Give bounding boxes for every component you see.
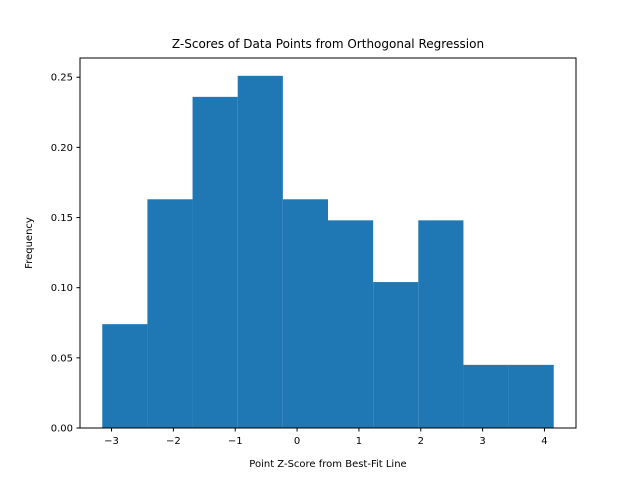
histogram-bar-9 xyxy=(463,364,509,428)
x-tick-label: 1 xyxy=(356,436,362,447)
y-tick-label: 0.25 xyxy=(51,73,73,84)
y-tick-label: 0.15 xyxy=(51,213,73,224)
histogram-bar-3 xyxy=(192,96,238,428)
x-tick-label: −2 xyxy=(166,436,181,447)
y-tick-label: 0.20 xyxy=(51,143,73,154)
y-tick-label: 0.05 xyxy=(51,353,73,364)
x-tick-label: −3 xyxy=(104,436,119,447)
x-axis-label: Point Z-Score from Best-Fit Line xyxy=(249,459,406,470)
histogram-bar-1 xyxy=(102,324,148,428)
plot-frame xyxy=(79,57,577,429)
histogram-bar-6 xyxy=(328,220,374,428)
y-tick-label: 0.10 xyxy=(51,283,73,294)
x-tick-label: 2 xyxy=(418,436,424,447)
y-axis-ticks: 0.00 0.05 0.10 0.15 0.20 0.25 xyxy=(51,73,80,435)
histogram-bar-10 xyxy=(508,364,554,428)
y-axis-label: Frequency xyxy=(24,217,35,269)
x-tick-label: −1 xyxy=(228,436,243,447)
histogram-bar-4 xyxy=(237,75,283,428)
histogram-bar-5 xyxy=(282,199,328,428)
x-tick-label: 0 xyxy=(294,436,300,447)
histogram-bar-2 xyxy=(147,199,193,428)
x-axis-ticks: −3 −2 −1 0 1 2 3 4 xyxy=(104,428,548,447)
chart-title: Z-Scores of Data Points from Orthogonal … xyxy=(172,37,484,51)
bars-group xyxy=(102,75,554,428)
x-tick-label: 4 xyxy=(541,436,547,447)
axes-spines xyxy=(79,57,577,429)
x-tick-label: 3 xyxy=(479,436,485,447)
y-tick-label: 0.00 xyxy=(51,424,73,435)
histogram-bar-8 xyxy=(418,220,464,428)
histogram-bar-7 xyxy=(373,282,419,428)
